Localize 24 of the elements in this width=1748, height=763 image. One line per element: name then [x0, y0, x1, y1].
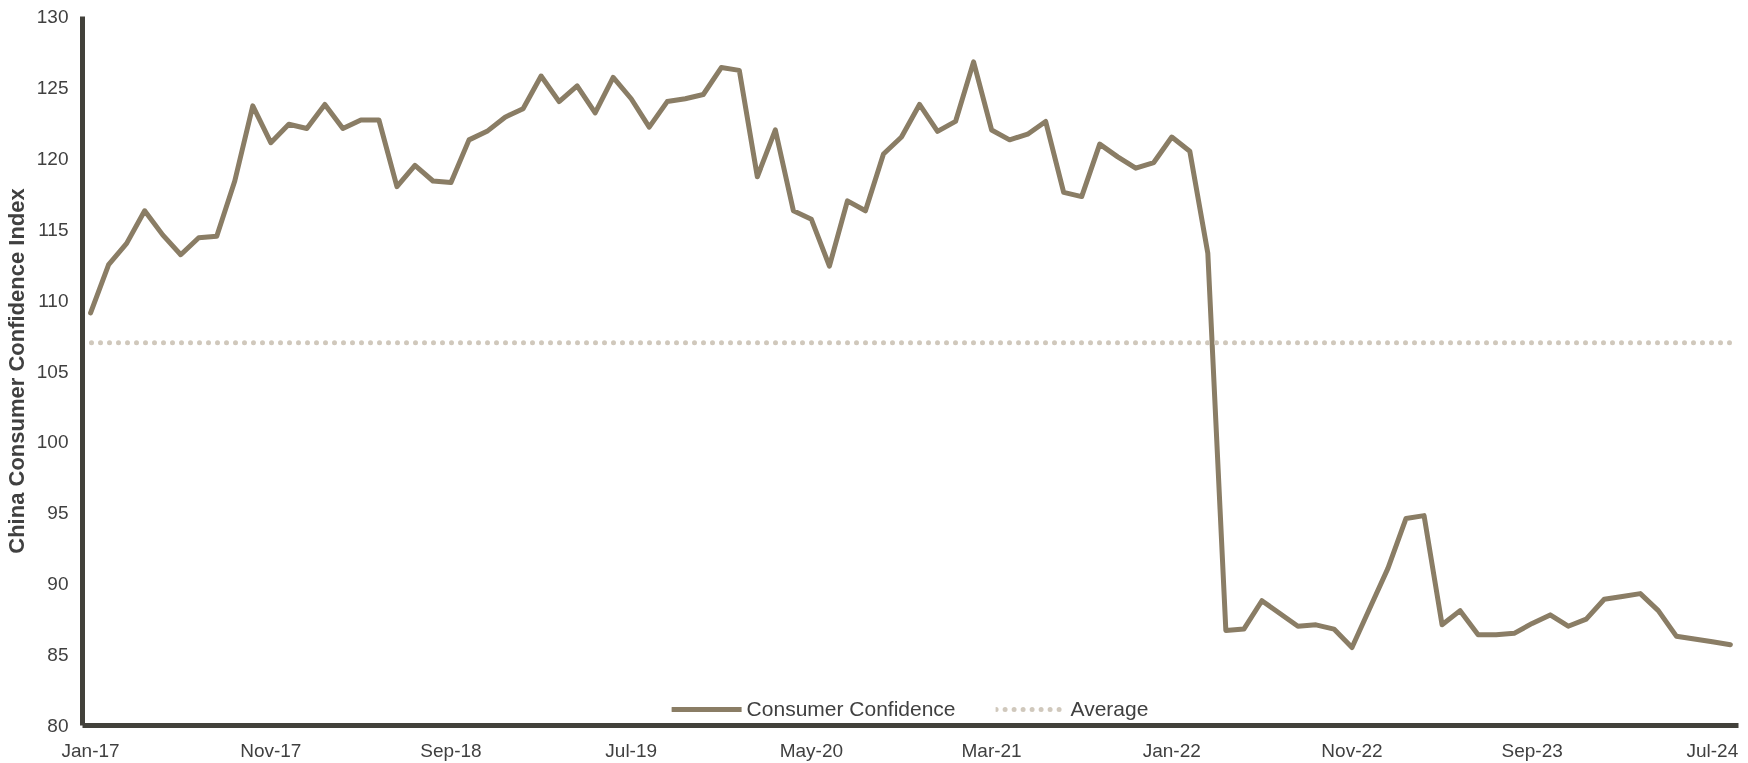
y-tick-label: 105 — [36, 360, 69, 382]
y-tick-label: 125 — [36, 76, 69, 98]
y-tick-label: 130 — [36, 6, 69, 27]
y-tick-label: 100 — [36, 431, 69, 453]
y-tick-label: 80 — [47, 715, 69, 736]
y-tick-label: 85 — [47, 644, 69, 666]
x-tick-label: Jul-19 — [605, 739, 658, 761]
legend-label: Consumer Confidence — [746, 697, 956, 721]
x-tick-label: May-20 — [779, 739, 844, 761]
y-tick-label: 115 — [38, 218, 69, 240]
x-tick-label: Jan-17 — [61, 739, 120, 761]
y-tick-label: 90 — [47, 573, 69, 595]
y-axis-title: China Consumer Confidence Index — [3, 187, 29, 554]
y-tick-label: 95 — [47, 502, 69, 524]
y-tick-label: 120 — [36, 147, 69, 169]
y-tick-label: 110 — [38, 289, 69, 311]
x-tick-label: Sep-18 — [420, 739, 482, 761]
x-tick-label: Jul-24 — [1686, 739, 1739, 761]
x-tick-label: Nov-17 — [240, 739, 302, 761]
legend-label: Average — [1070, 697, 1149, 721]
x-tick-label: Mar-21 — [961, 739, 1022, 761]
x-tick-label: Nov-22 — [1321, 739, 1383, 761]
x-tick-label: Jan-22 — [1142, 739, 1201, 761]
x-tick-label: Sep-23 — [1501, 739, 1563, 761]
